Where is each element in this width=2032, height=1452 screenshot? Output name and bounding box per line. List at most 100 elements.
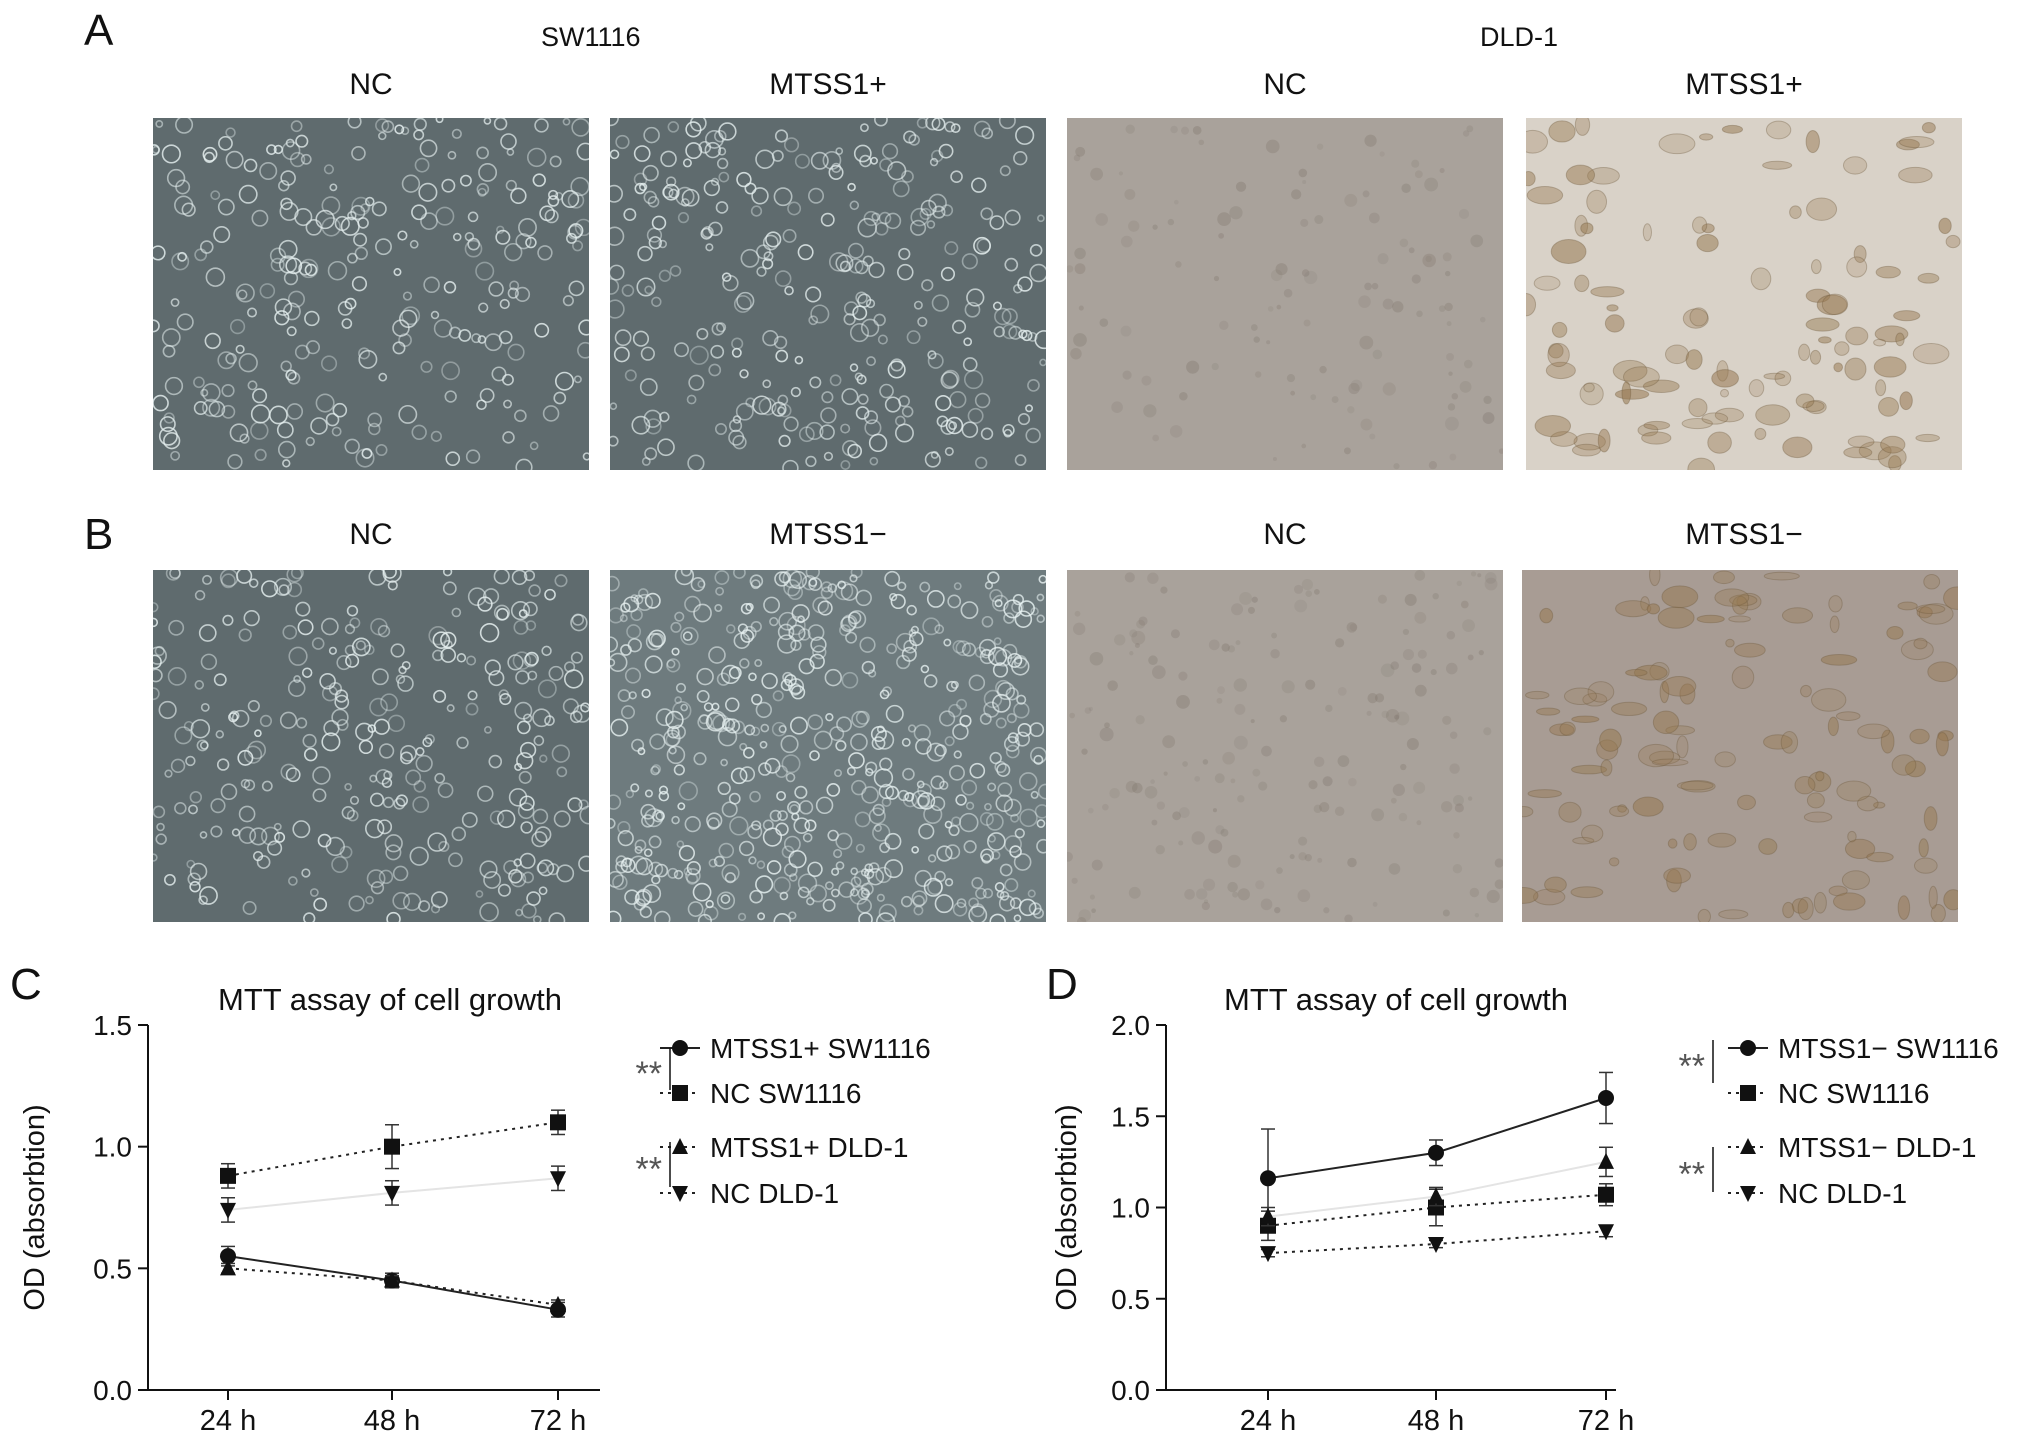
y-tick-label: 1.5 (1111, 1101, 1150, 1132)
legend-marker (1740, 1085, 1756, 1101)
significance-bracket-1: ** (636, 1142, 671, 1189)
x-tick-label: 72 h (1578, 1405, 1634, 1437)
y-tick-label: 1.5 (93, 1010, 132, 1041)
legend-marker (672, 1186, 688, 1202)
legend-entry-3: NC DLD-1 (660, 1178, 839, 1209)
micrograph-a-dld1-nc (1067, 118, 1503, 470)
data-point (220, 1248, 236, 1265)
micrograph-b-sw1116-nc (153, 570, 589, 922)
column-label-a3: NC (1263, 68, 1307, 101)
legend-label: MTSS1− DLD-1 (1778, 1132, 1976, 1163)
significance-label: ** (1679, 1156, 1705, 1194)
panel-letter-b: B (84, 510, 114, 559)
micrograph-background (610, 118, 1046, 470)
cell-texture (153, 118, 589, 470)
legend-marker (1740, 1138, 1756, 1154)
significance-bracket-0: ** (1679, 1040, 1714, 1086)
legend-entry-0: MTSS1+ SW1116 (660, 1033, 931, 1064)
significance-label: ** (636, 1151, 662, 1189)
chart-d: MTT assay of cell growth OD (absorbtion) 0… (1051, 982, 1999, 1437)
micrograph-a-sw1116-mtss1 (610, 118, 1046, 470)
y-tick-label: 0.5 (1111, 1284, 1150, 1315)
series-0 (1260, 1071, 1614, 1229)
micrograph-background (1067, 118, 1503, 470)
y-tick-label: 0.5 (93, 1253, 132, 1284)
series-2 (220, 1259, 566, 1312)
data-point (384, 1271, 400, 1288)
legend-entry-1: NC SW1116 (1728, 1078, 1929, 1109)
cell-texture (1526, 118, 1961, 470)
data-point (220, 1259, 236, 1276)
cell-texture (1067, 570, 1503, 922)
legend-label: MTSS1− SW1116 (1778, 1033, 1999, 1064)
data-point (1598, 1090, 1614, 1106)
micrograph-background (1526, 118, 1962, 470)
data-point (550, 1114, 566, 1131)
legend-label: NC SW1116 (710, 1078, 861, 1109)
y-tick-label: 2.0 (1111, 1010, 1150, 1041)
series-2 (1260, 1146, 1614, 1227)
legend-label: NC DLD-1 (1778, 1178, 1907, 1209)
legend-marker (672, 1138, 688, 1154)
data-point (1260, 1207, 1276, 1224)
micrograph-b-dld1-nc (1067, 570, 1503, 922)
legend-marker (672, 1040, 688, 1056)
column-label-b3: NC (1263, 518, 1307, 551)
legend-label: MTSS1+ DLD-1 (710, 1132, 908, 1163)
data-point (1260, 1246, 1276, 1263)
data-point (1598, 1186, 1614, 1203)
panel-letter-d: D (1046, 960, 1078, 1009)
cell-texture (1522, 570, 1958, 922)
significance-label: ** (1679, 1048, 1705, 1086)
significance-bracket-0: ** (636, 1048, 671, 1093)
data-point (1428, 1237, 1444, 1253)
group-label-dld1: DLD-1 (1480, 22, 1559, 52)
micrograph-background (1522, 570, 1958, 922)
cell-texture (610, 118, 1046, 470)
micrograph-b-dld1-mtss1 (1522, 570, 1958, 922)
x-tick-label: 24 h (1240, 1405, 1296, 1437)
data-point (1428, 1144, 1444, 1161)
micrograph-a-dld1-mtss1 (1526, 118, 1962, 470)
legend-marker (1740, 1040, 1756, 1056)
legend-marker (672, 1085, 688, 1101)
micrograph-background (610, 570, 1046, 922)
chart-title: MTT assay of cell growth (218, 982, 562, 1017)
data-point (550, 1171, 566, 1188)
column-label-b1: NC (349, 518, 393, 551)
series-1 (220, 1109, 566, 1189)
legend-entry-3: NC DLD-1 (1728, 1178, 1907, 1209)
micrograph-background (153, 570, 589, 922)
group-label-sw1116: SW1116 (541, 22, 641, 52)
cell-texture (1067, 124, 1503, 470)
x-tick-label: 48 h (364, 1405, 420, 1437)
x-tick-label: 24 h (200, 1405, 256, 1437)
y-tick-label: 1.0 (93, 1132, 132, 1163)
y-tick-label: 0.0 (93, 1375, 132, 1406)
column-label-a4: MTSS1+ (1685, 68, 1803, 101)
legend-entry-0: MTSS1− SW1116 (1728, 1033, 1999, 1064)
legend-marker (1740, 1186, 1756, 1202)
micrograph-a-sw1116-nc (153, 118, 589, 470)
data-point (220, 1202, 236, 1219)
x-tick-label: 72 h (530, 1405, 586, 1437)
micrograph-background (1067, 570, 1503, 922)
chart-c: MTT assay of cell growth OD (absorbtion) 0… (19, 982, 931, 1437)
panel-letter-c: C (10, 960, 42, 1009)
x-tick-label: 48 h (1408, 1405, 1464, 1437)
data-point (1598, 1224, 1614, 1241)
data-point (384, 1185, 400, 1202)
legend-label: MTSS1+ SW1116 (710, 1033, 931, 1064)
cell-texture (153, 570, 589, 922)
cell-texture (610, 570, 1046, 922)
legend-entry-2: MTSS1− DLD-1 (1728, 1132, 1976, 1163)
data-point (384, 1138, 400, 1155)
y-tick-label: 0.0 (1111, 1375, 1150, 1406)
column-label-b2: MTSS1− (769, 518, 887, 551)
series-3 (220, 1165, 566, 1223)
data-point (1428, 1187, 1444, 1204)
data-point (550, 1295, 566, 1312)
legend-entry-2: MTSS1+ DLD-1 (660, 1132, 908, 1163)
series-3 (1260, 1224, 1614, 1263)
y-tick-label: 1.0 (1111, 1193, 1150, 1224)
